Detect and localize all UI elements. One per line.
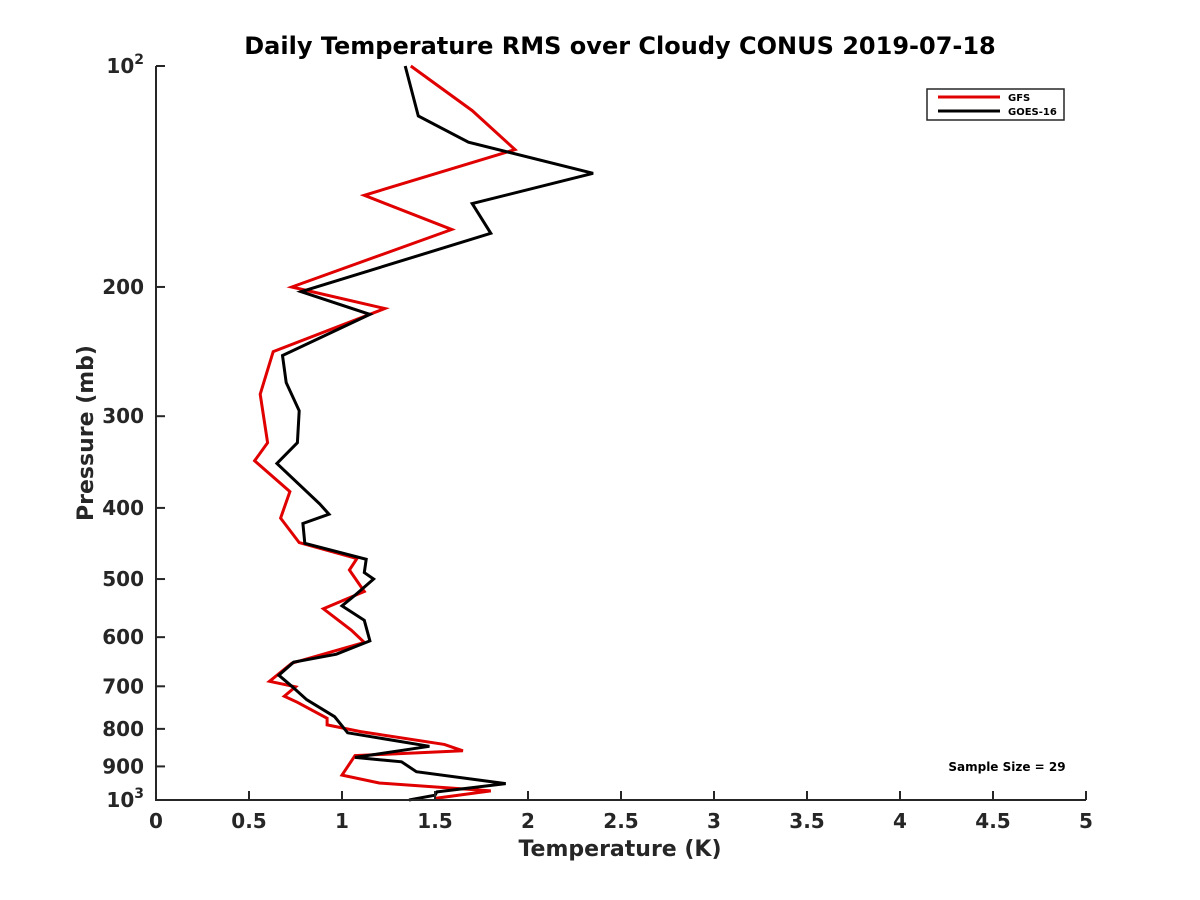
x-tick-label: 2.5 [603,809,638,833]
x-tick-label: 4 [893,809,907,833]
y-tick-label: 600 [102,625,144,649]
y-tick-label: 500 [102,567,144,591]
x-tick-label: 0 [149,809,163,833]
x-tick-label: 3 [707,809,721,833]
x-tick-label: 1.5 [417,809,452,833]
y-tick-label: 700 [102,674,144,698]
x-tick-label: 3.5 [789,809,824,833]
x-tick-label: 5 [1079,809,1093,833]
sample-size-annotation: Sample Size = 29 [948,760,1065,774]
x-axis-ticks: 0 0.5 1 1.5 2 2.5 3 3.5 4 4.5 5 [149,791,1093,833]
y-axis-label: Pressure (mb) [74,345,99,521]
y-tick-label: 102 [106,52,144,78]
series-layer [252,64,594,802]
y-tick-label: 103 [106,786,144,812]
legend-label-gfs: GFS [1008,93,1030,104]
y-tick-label: 800 [102,717,144,741]
y-tick-label: 400 [102,496,144,520]
legend-label-goes16: GOES-16 [1008,107,1057,118]
series-line-gfs [252,64,518,800]
y-axis-ticks: 102 200 300 400 500 600 700 800 900 103 [102,52,165,812]
x-tick-label: 4.5 [975,809,1010,833]
x-tick-label: 2 [521,809,535,833]
legend-box [926,88,1065,121]
legend: GFS GOES-16 [926,88,1065,121]
x-tick-label: 0.5 [231,809,266,833]
chart-title: Daily Temperature RMS over Cloudy CONUS … [244,32,996,60]
x-tick-label: 1 [335,809,349,833]
y-tick-label: 200 [102,275,144,299]
y-tick-label: 300 [102,404,144,428]
series-line-goes-16 [274,65,594,802]
plot-area: 0 0.5 1 1.5 2 2.5 3 3.5 4 4.5 5 102 200 300 400 500 600… [102,52,1093,833]
y-tick-label: 900 [102,754,144,778]
x-axis-label: Temperature (K) [518,837,721,862]
